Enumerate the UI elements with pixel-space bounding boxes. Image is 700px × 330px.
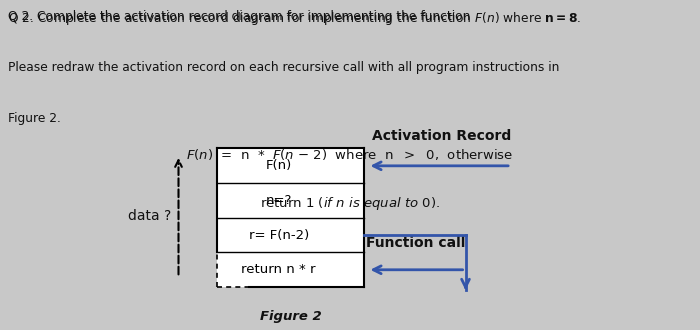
Bar — [217, 148, 364, 287]
Text: Figure 2.: Figure 2. — [8, 112, 62, 125]
Text: $\it{F(n)}$  =  n  *  $\it{F(n}$ $-$ $\it{2)}$  where  n  $>$  0,  otherwise: $\it{F(n)}$ = n * $\it{F(n}$ $-$ $\it{2)… — [186, 147, 514, 162]
Text: Figure 2: Figure 2 — [260, 310, 321, 323]
Text: Function call: Function call — [366, 236, 466, 250]
Text: Q 2. Complete the activation record diagram for implementing the function: Q 2. Complete the activation record diag… — [8, 10, 475, 23]
Text: return 1 ($\it{if\ n\ is\ equal\ to\ 0}$).: return 1 ($\it{if\ n\ is\ equal\ to\ 0}$… — [260, 195, 440, 212]
Text: Please redraw the activation record on each recursive call with all program inst: Please redraw the activation record on e… — [8, 61, 560, 74]
Text: return n * r: return n * r — [241, 263, 316, 276]
Text: n=?: n=? — [265, 194, 292, 207]
Text: F(n): F(n) — [265, 159, 292, 172]
Text: data ?: data ? — [128, 209, 172, 223]
Text: Activation Record: Activation Record — [372, 129, 511, 143]
Text: r= F(n-2): r= F(n-2) — [248, 229, 309, 242]
Text: Q 2. Complete the activation record diagram for implementing the function $\it{F: Q 2. Complete the activation record diag… — [8, 10, 582, 27]
